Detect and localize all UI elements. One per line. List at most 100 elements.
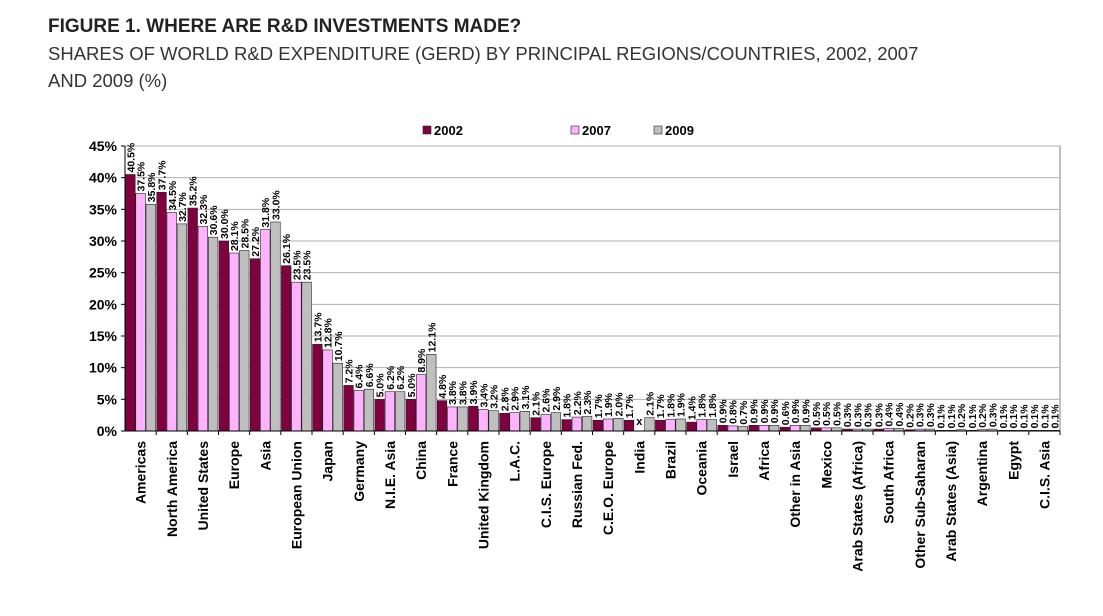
category-group-france: 4.8%3.8%3.8%France	[436, 374, 469, 487]
category-group-germany: 7.2%6.4%6.6% Germany	[343, 359, 376, 502]
y-tick-label: 15%	[89, 328, 118, 344]
bar-2009-oceania	[706, 419, 717, 432]
bar-2002-other-in-asia	[779, 426, 790, 432]
bar-2007-israel	[727, 425, 738, 432]
data-label: 0.7%	[738, 400, 750, 425]
bar-2007-africa	[758, 424, 770, 432]
category-group-united-states: 35.2%32.3%30.6% United States	[187, 176, 220, 530]
bar-2002-france	[436, 400, 448, 432]
data-label: 0.2%	[905, 403, 917, 428]
legend-swatch-2002	[422, 125, 432, 135]
bar-2002-l-a-c	[499, 412, 510, 432]
data-label: 0.1%	[936, 404, 948, 429]
data-label: 6.2%	[385, 365, 397, 390]
data-label: 0.5%	[811, 401, 823, 426]
category-label: China	[413, 441, 429, 480]
data-label: 2.8%	[499, 387, 511, 412]
category-group-india: 1.7%x2.1% India	[623, 391, 656, 474]
data-label: 28.1%	[229, 221, 241, 251]
data-label: 26.1%	[281, 233, 293, 263]
category-label: C.I.S. Europe	[538, 441, 554, 528]
bar-2009-china	[426, 354, 437, 432]
bar-2007-asia	[260, 229, 271, 432]
category-group-south-africa: 0.3%0.4%0.4%South Africa	[873, 402, 906, 524]
bar-2009-c-e-o-europe	[613, 418, 624, 432]
data-label: 27.2%	[250, 226, 262, 256]
bar-2007-n-i-e-asia	[384, 391, 396, 432]
data-label: 23.5%	[291, 250, 303, 280]
category-group-arab-states-africa: 0.3%0.3%0.3%Arab States (Africa)	[842, 403, 875, 572]
bar-2002-india	[623, 419, 635, 432]
bar-2007-european-union	[291, 281, 302, 432]
category-label: Mexico	[818, 441, 834, 488]
category-label: Brazil	[662, 441, 678, 479]
figure-title: FIGURE 1. WHERE ARE R&D INVESTMENTS MADE…	[48, 16, 522, 37]
category-label: L.A.C.	[507, 441, 523, 481]
category-group-other-sub-saharan: 0.2%0.3%0.3%Other Sub-Saharan	[904, 403, 937, 569]
bar-2009-russian-fed	[582, 416, 593, 432]
category-label: France	[444, 441, 460, 487]
bar-2002-africa	[748, 424, 759, 432]
bar-2009-european-union	[301, 281, 312, 432]
data-label: 0.3%	[842, 403, 854, 428]
data-label: 3.8%	[447, 380, 459, 405]
bar-2002-americas	[125, 174, 136, 432]
bar-2002-russian-fed	[561, 419, 572, 432]
category-label: Germany	[351, 441, 367, 502]
category-group-oceania: 1.4%1.8%1.8%Oceania	[686, 393, 719, 495]
category-label: Argentina	[974, 441, 990, 507]
data-label: 2.1%	[531, 391, 543, 416]
data-label: 0.3%	[987, 403, 999, 428]
bar-2002-united-states	[187, 207, 198, 432]
category-group-japan: 13.7%12.8%10.7% Japan	[312, 312, 345, 481]
category-label: C.I.S. Asia	[1036, 441, 1052, 509]
y-tick-label: 5%	[97, 391, 118, 407]
data-label: 30.0%	[219, 209, 231, 239]
data-label: 33.0%	[270, 190, 282, 220]
data-label: 32.7%	[177, 191, 189, 221]
data-label: 34.5%	[167, 180, 179, 210]
bar-2007-united-kingdom	[478, 409, 489, 432]
bar-2009-asia	[270, 221, 281, 432]
data-label: 3.4%	[478, 383, 490, 408]
legend-item-2009: 2009	[653, 123, 694, 138]
plot-area	[124, 145, 1061, 432]
category-label: United Kingdom	[475, 441, 491, 549]
data-label: 2.6%	[541, 388, 553, 413]
category-group-europe: 30.0%28.1%28.5% Europe	[218, 209, 251, 489]
bar-2009-united-states	[208, 236, 219, 432]
data-label: 35.2%	[188, 176, 200, 206]
bar-2007-other-in-asia	[789, 424, 801, 432]
data-label: 13.7%	[312, 312, 324, 342]
data-label: 0.1%	[1029, 404, 1041, 429]
data-label: 1.9%	[676, 392, 688, 417]
data-label: 30.6%	[208, 205, 220, 235]
category-label: Americas	[133, 441, 149, 504]
legend-swatch-2009	[653, 125, 663, 135]
category-group-mexico: 0.5%0.5%0.5%Mexico	[810, 401, 843, 488]
bar-2007-c-e-o-europe	[602, 418, 614, 432]
category-group-brazil: 1.7%1.8%1.9% Brazil	[655, 392, 688, 479]
category-group-americas: 40.5%37.5%35.8% Americas	[125, 142, 158, 504]
data-label: 0.1%	[967, 404, 979, 429]
data-label: 1.7%	[624, 394, 636, 419]
bar-2009-africa	[769, 424, 780, 432]
data-label: 2.1%	[644, 391, 656, 416]
missing-value-mark: x	[636, 416, 643, 428]
data-label: 2.9%	[551, 386, 563, 411]
bar-2007-c-i-s-europe	[540, 414, 551, 432]
category-label: Russian Fed.	[569, 441, 585, 528]
category-group-c-e-o-europe: 1.7%1.9%2.0% C.E.O. Europe	[592, 392, 625, 535]
data-label: 12.1%	[426, 322, 438, 352]
bar-2002-asia	[249, 258, 261, 432]
data-label: 0.6%	[780, 401, 792, 426]
data-label: 0.2%	[956, 403, 968, 428]
figure-subtitle: SHARES OF WORLD R&D EXPENDITURE (GERD) B…	[48, 43, 919, 91]
category-label: Egypt	[1005, 441, 1021, 480]
data-label: 0.1%	[1050, 404, 1062, 429]
data-label: 1.7%	[655, 394, 667, 419]
data-label: 3.8%	[457, 380, 469, 405]
category-group-israel: 0.9%0.8%0.7% Israel	[717, 399, 750, 478]
bar-2002-brazil	[655, 419, 666, 432]
data-label: 0.9%	[759, 399, 771, 424]
